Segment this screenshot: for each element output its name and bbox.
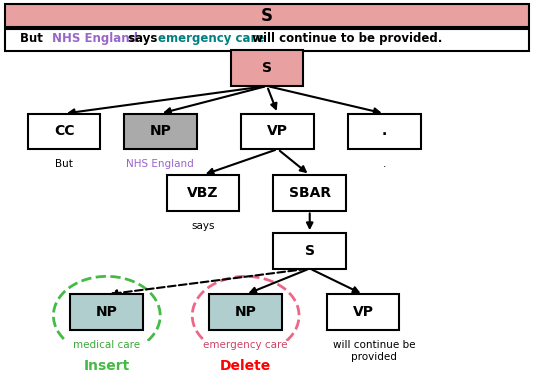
Text: says: says bbox=[124, 32, 162, 45]
FancyBboxPatch shape bbox=[273, 175, 346, 211]
Text: .: . bbox=[382, 124, 387, 138]
Text: emergency care: emergency care bbox=[203, 340, 288, 350]
Text: says: says bbox=[191, 221, 215, 231]
Text: NHS England: NHS England bbox=[52, 32, 138, 45]
FancyBboxPatch shape bbox=[241, 114, 314, 149]
Text: will continue to be provided.: will continue to be provided. bbox=[248, 32, 442, 45]
FancyBboxPatch shape bbox=[70, 295, 143, 330]
Text: medical care: medical care bbox=[73, 340, 140, 350]
Text: VP: VP bbox=[352, 305, 374, 319]
FancyBboxPatch shape bbox=[348, 114, 421, 149]
FancyBboxPatch shape bbox=[209, 295, 282, 330]
FancyBboxPatch shape bbox=[5, 29, 529, 51]
Text: NP: NP bbox=[96, 305, 117, 319]
Text: VBZ: VBZ bbox=[187, 186, 218, 200]
Text: But: But bbox=[55, 159, 73, 169]
Text: S: S bbox=[305, 244, 315, 258]
FancyBboxPatch shape bbox=[124, 114, 197, 149]
FancyBboxPatch shape bbox=[231, 50, 303, 86]
Text: will continue be
provided: will continue be provided bbox=[333, 340, 415, 362]
FancyBboxPatch shape bbox=[327, 295, 399, 330]
Text: CC: CC bbox=[54, 124, 74, 138]
Text: But: But bbox=[20, 32, 48, 45]
Text: VP: VP bbox=[267, 124, 288, 138]
Text: emergency care: emergency care bbox=[158, 32, 264, 45]
FancyBboxPatch shape bbox=[28, 114, 100, 149]
Text: NHS England: NHS England bbox=[127, 159, 194, 169]
Text: SBAR: SBAR bbox=[289, 186, 331, 200]
Text: NP: NP bbox=[150, 124, 171, 138]
FancyBboxPatch shape bbox=[5, 4, 529, 27]
Text: S: S bbox=[262, 61, 272, 75]
FancyBboxPatch shape bbox=[167, 175, 239, 211]
Text: NP: NP bbox=[235, 305, 256, 319]
Text: Delete: Delete bbox=[220, 359, 271, 370]
Text: S: S bbox=[261, 7, 273, 25]
FancyBboxPatch shape bbox=[273, 233, 346, 269]
Text: .: . bbox=[383, 159, 386, 169]
Text: Insert: Insert bbox=[84, 359, 130, 370]
